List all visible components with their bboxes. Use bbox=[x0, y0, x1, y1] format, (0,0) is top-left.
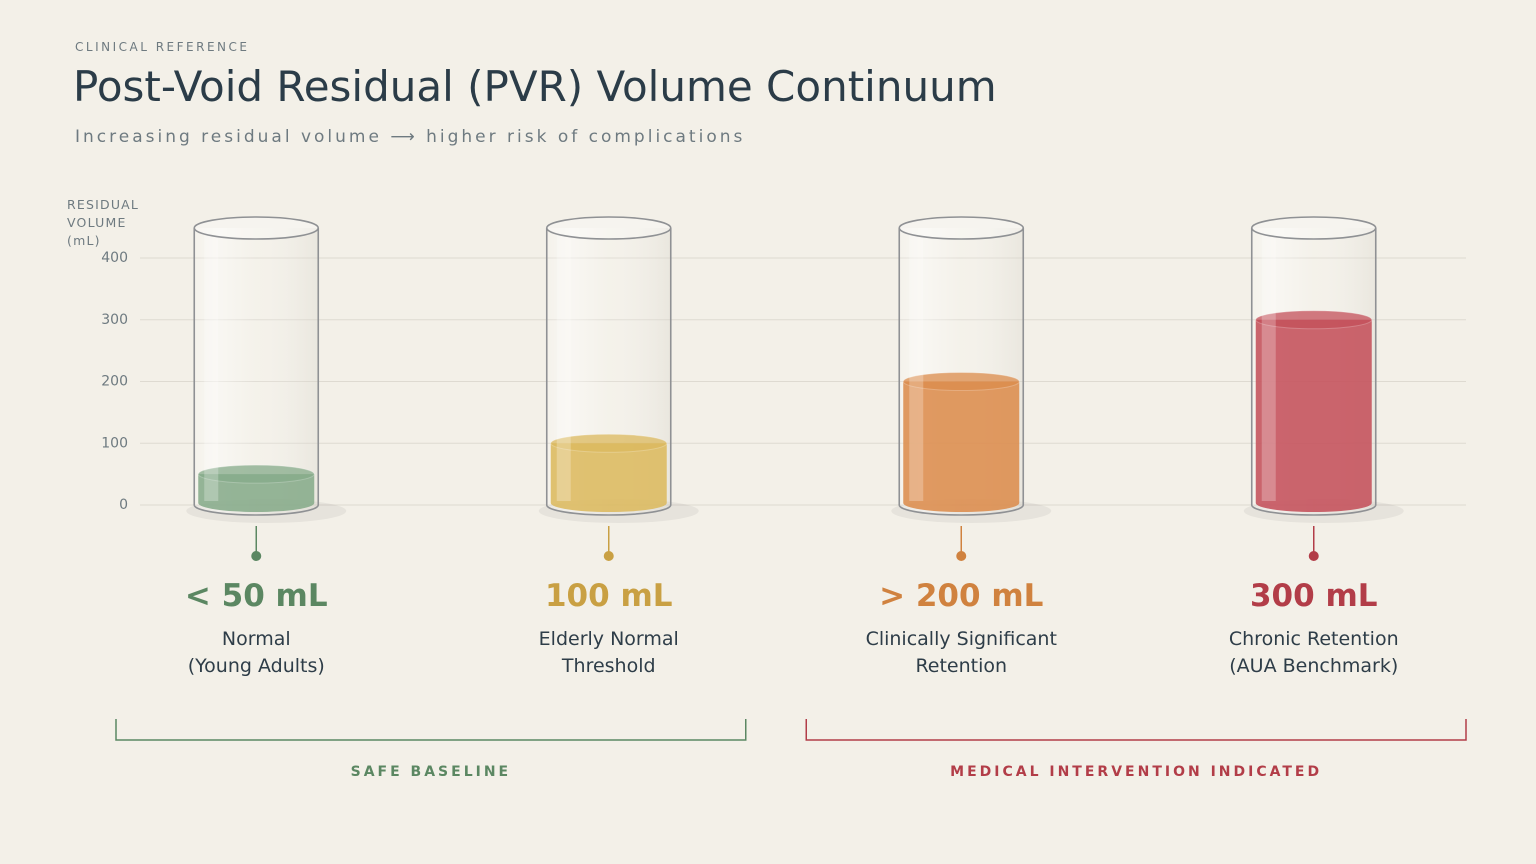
value-label: < 50 mL bbox=[184, 578, 328, 614]
value-label: > 200 mL bbox=[879, 578, 1044, 614]
liquid bbox=[550, 443, 667, 512]
glass-rim bbox=[1250, 216, 1377, 240]
pointer-dot bbox=[603, 551, 614, 561]
category-label: Clinically Significant Retention bbox=[865, 628, 1057, 677]
group-bracket bbox=[805, 719, 1467, 741]
liquid-surface bbox=[550, 433, 668, 453]
group-bracket bbox=[115, 719, 747, 741]
liquid bbox=[198, 474, 315, 512]
pointer-dot bbox=[956, 551, 967, 561]
y-tick-label: 200 bbox=[101, 374, 128, 390]
pointer-dot bbox=[251, 551, 262, 561]
glass-highlight bbox=[1261, 236, 1276, 501]
category-label: Elderly Normal Threshold bbox=[538, 628, 679, 677]
chart-title: Post-Void Residual (PVR) Volume Continuu… bbox=[73, 62, 997, 111]
liquid-surface bbox=[1255, 310, 1373, 330]
glass-highlight bbox=[556, 236, 571, 501]
y-tick-label: 0 bbox=[119, 497, 128, 513]
liquid-surface bbox=[197, 464, 315, 484]
y-tick-label: 300 bbox=[101, 312, 128, 328]
y-tick-label: 100 bbox=[101, 435, 128, 451]
category-label: Normal (Young Adults) bbox=[187, 628, 325, 677]
liquid-surface bbox=[902, 372, 1020, 391]
glass-rim bbox=[193, 216, 320, 240]
y-axis-label: RESIDUAL VOLUME (mL) bbox=[67, 197, 140, 248]
glass-rim bbox=[898, 216, 1025, 240]
glass-body bbox=[193, 228, 320, 516]
value-label: 100 mL bbox=[544, 578, 673, 614]
y-tick-label: 400 bbox=[101, 250, 128, 266]
value-label: 300 mL bbox=[1249, 578, 1378, 614]
glass-rim bbox=[545, 216, 672, 240]
subtitle: Increasing residual volume ⟶ higher risk… bbox=[75, 127, 746, 147]
liquid bbox=[903, 381, 1020, 512]
glass-highlight bbox=[909, 236, 924, 501]
liquid bbox=[1255, 319, 1372, 512]
glass-highlight bbox=[204, 236, 219, 501]
pointer-dot bbox=[1308, 551, 1319, 561]
group-label: SAFE BASELINE bbox=[350, 764, 512, 780]
kicker: CLINICAL REFERENCE bbox=[75, 40, 250, 54]
category-label: Chronic Retention (AUA Benchmark) bbox=[1228, 628, 1399, 677]
group-label: MEDICAL INTERVENTION INDICATED bbox=[950, 764, 1323, 780]
